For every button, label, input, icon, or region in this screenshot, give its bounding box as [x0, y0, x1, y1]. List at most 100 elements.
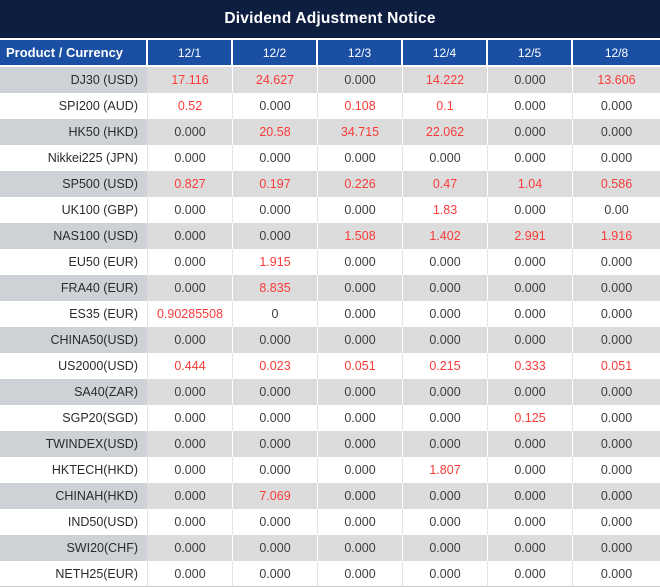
value-cell: 0.000: [403, 483, 488, 509]
value-cell: 0.000: [573, 379, 660, 405]
value-cell: 0.000: [488, 93, 573, 119]
value-cell: 0.000: [488, 483, 573, 509]
value-cell: 0.444: [148, 353, 233, 379]
value-cell: 1.402: [403, 223, 488, 249]
value-cell: 0.000: [148, 405, 233, 431]
title-bar: Dividend Adjustment Notice: [0, 0, 660, 40]
value-cell: 0.000: [148, 119, 233, 145]
product-cell: CHINA50(USD): [0, 327, 148, 353]
value-cell: 0.000: [573, 405, 660, 431]
value-cell: 0.000: [233, 561, 318, 587]
table-row: DJ30 (USD) 17.116 24.627 0.000 14.222 0.000 13…: [0, 67, 660, 93]
value-cell: 0.000: [318, 145, 403, 171]
value-cell: 0.000: [318, 249, 403, 275]
date-column-header: 12/4: [403, 40, 488, 67]
product-cell: IND50(USD): [0, 509, 148, 535]
value-cell: 0.000: [573, 431, 660, 457]
product-cell: CHINAH(HKD): [0, 483, 148, 509]
value-cell: 0.000: [318, 483, 403, 509]
value-cell: 0.000: [233, 431, 318, 457]
value-cell: 0.000: [148, 197, 233, 223]
product-cell: HKTECH(HKD): [0, 457, 148, 483]
value-cell: 1.915: [233, 249, 318, 275]
value-cell: 0.226: [318, 171, 403, 197]
value-cell: 0.000: [318, 431, 403, 457]
value-cell: 0.000: [488, 67, 573, 93]
value-cell: 0.000: [573, 535, 660, 561]
value-cell: 0.827: [148, 171, 233, 197]
value-cell: 0.000: [403, 145, 488, 171]
value-cell: 0.000: [148, 275, 233, 301]
value-cell: 0.000: [148, 535, 233, 561]
value-cell: 7.069: [233, 483, 318, 509]
value-cell: 14.222: [403, 67, 488, 93]
value-cell: 0.000: [233, 535, 318, 561]
value-cell: 0.000: [318, 457, 403, 483]
product-cell: SPI200 (AUD): [0, 93, 148, 119]
value-cell: 0.000: [148, 509, 233, 535]
value-cell: 1.508: [318, 223, 403, 249]
value-cell: 0.000: [488, 509, 573, 535]
value-cell: 0.000: [233, 145, 318, 171]
value-cell: 0.000: [403, 405, 488, 431]
product-cell: SP500 (USD): [0, 171, 148, 197]
value-cell: 0.051: [573, 353, 660, 379]
value-cell: 0.000: [403, 249, 488, 275]
value-cell: 0.125: [488, 405, 573, 431]
table-row: SA40(ZAR) 0.000 0.000 0.000 0.000 0.000 0.000: [0, 379, 660, 405]
value-cell: 0.000: [403, 327, 488, 353]
value-cell: 17.116: [148, 67, 233, 93]
value-cell: 0.000: [488, 249, 573, 275]
product-cell: EU50 (EUR): [0, 249, 148, 275]
value-cell: 0.000: [233, 509, 318, 535]
table-row: IND50(USD) 0.000 0.000 0.000 0.000 0.000 0.000: [0, 509, 660, 535]
table-row: SWI20(CHF) 0.000 0.000 0.000 0.000 0.000 0.000: [0, 535, 660, 561]
value-cell: 0.000: [573, 119, 660, 145]
product-cell: SA40(ZAR): [0, 379, 148, 405]
value-cell: 1.83: [403, 197, 488, 223]
table-row: HK50 (HKD) 0.000 20.58 34.715 22.062 0.000 0.0…: [0, 119, 660, 145]
product-cell: US2000(USD): [0, 353, 148, 379]
value-cell: 0.000: [148, 223, 233, 249]
table-row: Nikkei225 (JPN) 0.000 0.000 0.000 0.000 0.000…: [0, 145, 660, 171]
value-cell: 0.333: [488, 353, 573, 379]
table-row: NETH25(EUR) 0.000 0.000 0.000 0.000 0.000 0.00…: [0, 561, 660, 587]
table-row: SPI200 (AUD) 0.52 0.000 0.108 0.1 0.000 0.000: [0, 93, 660, 119]
table-row: UK100 (GBP) 0.000 0.000 0.000 1.83 0.000 0.00: [0, 197, 660, 223]
product-cell: UK100 (GBP): [0, 197, 148, 223]
value-cell: 0.000: [148, 327, 233, 353]
value-cell: 0.000: [573, 561, 660, 587]
product-cell: NETH25(EUR): [0, 561, 148, 587]
value-cell: 0.000: [148, 561, 233, 587]
value-cell: 0.00: [573, 197, 660, 223]
value-cell: 1.916: [573, 223, 660, 249]
value-cell: 0.000: [488, 119, 573, 145]
column-header-row: Product / Currency 12/1 12/2 12/3 12/4 12/5 12…: [0, 40, 660, 67]
value-cell: 20.58: [233, 119, 318, 145]
table-row: CHINAH(HKD) 0.000 7.069 0.000 0.000 0.000 0.00…: [0, 483, 660, 509]
table-row: ES35 (EUR) 0.90285508 0 0.000 0.000 0.000 0.00…: [0, 301, 660, 327]
value-cell: 0.000: [573, 301, 660, 327]
value-cell: 0.000: [488, 561, 573, 587]
value-cell: 0.000: [403, 275, 488, 301]
value-cell: 0.90285508: [148, 301, 233, 327]
value-cell: 0.000: [573, 483, 660, 509]
table-row: US2000(USD) 0.444 0.023 0.051 0.215 0.333 0.05…: [0, 353, 660, 379]
dividend-table: Product / Currency 12/1 12/2 12/3 12/4 12/5 12…: [0, 40, 660, 587]
value-cell: 0.586: [573, 171, 660, 197]
value-cell: 0.000: [573, 249, 660, 275]
value-cell: 0.108: [318, 93, 403, 119]
table-row: FRA40 (EUR) 0.000 8.835 0.000 0.000 0.000 0.00…: [0, 275, 660, 301]
value-cell: 0.000: [573, 145, 660, 171]
value-cell: 0.000: [233, 223, 318, 249]
product-cell: FRA40 (EUR): [0, 275, 148, 301]
table-row: CHINA50(USD) 0.000 0.000 0.000 0.000 0.000 0.0…: [0, 327, 660, 353]
product-cell: DJ30 (USD): [0, 67, 148, 93]
value-cell: 0.000: [488, 145, 573, 171]
value-cell: 0.000: [403, 535, 488, 561]
value-cell: 0.000: [403, 509, 488, 535]
value-cell: 0.000: [233, 457, 318, 483]
date-column-header: 12/8: [573, 40, 660, 67]
table-body: DJ30 (USD) 17.116 24.627 0.000 14.222 0.000 13…: [0, 67, 660, 587]
product-column-header: Product / Currency: [0, 40, 148, 67]
